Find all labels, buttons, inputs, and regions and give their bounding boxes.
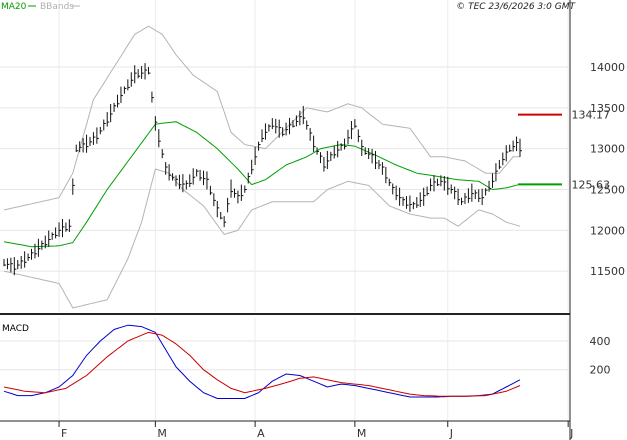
x-tick-label: A <box>257 427 265 440</box>
legend-bbands: BBands <box>40 2 74 12</box>
price-tick-label: 12500 <box>590 184 625 197</box>
price-tick-label: 14000 <box>590 61 625 74</box>
resistance-label: 134.17 <box>572 109 611 122</box>
x-tick-label: J <box>569 427 573 440</box>
macd-title: MACD <box>2 324 29 334</box>
macd-axis: 400 200 <box>590 335 611 377</box>
bollinger-upper-line <box>3 25 520 211</box>
support-label: 125.63 <box>572 178 611 191</box>
x-tick-label: M <box>157 427 167 440</box>
macd-tick-label: 400 <box>590 335 611 348</box>
signal-line <box>3 331 521 397</box>
price-tick-label: 12000 <box>590 224 625 237</box>
price-tick-label: 13500 <box>590 102 625 115</box>
price-tick-label: 13000 <box>590 143 625 156</box>
price-grid <box>0 0 569 312</box>
macd-lines <box>3 324 521 399</box>
bollinger-bands <box>3 25 521 309</box>
x-tick-label: M <box>357 427 367 440</box>
legend-ma20: MA20 <box>1 2 27 12</box>
price-axis: 14000 13500 13000 12500 12000 11500 <box>590 61 625 278</box>
macd-line <box>3 324 521 399</box>
price-tick-label: 11500 <box>590 265 625 278</box>
bollinger-lower-line <box>3 168 521 309</box>
price-levels: 134.17 125.63 <box>518 109 611 191</box>
macd-grid <box>0 318 569 420</box>
x-tick-label: J <box>449 427 453 440</box>
macd-tick-label: 200 <box>590 364 611 377</box>
x-tick-label: F <box>61 427 67 440</box>
price-bars <box>3 63 522 276</box>
copyright-text: © TEC 23/6/2026 3:0 GMT <box>456 2 576 12</box>
